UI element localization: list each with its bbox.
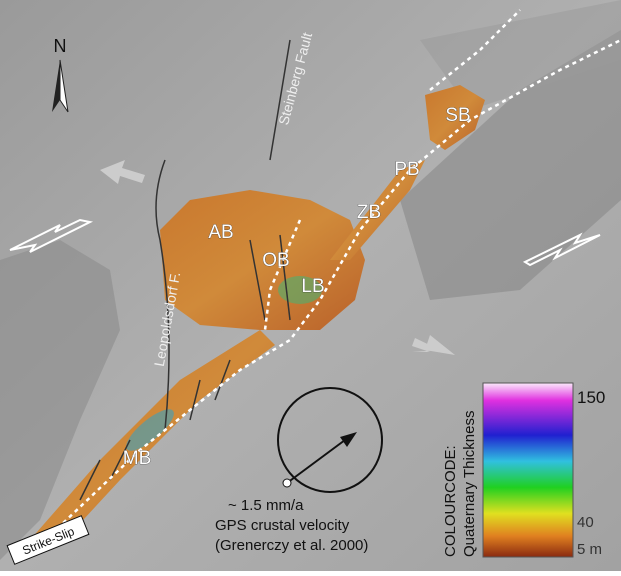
colorbar-label: 40 (577, 514, 594, 531)
colorbar-label: 150 (577, 388, 605, 407)
basin-label: MB (123, 448, 152, 469)
gps-label: GPS crustal velocity (215, 517, 350, 534)
basin-label: AB (208, 222, 233, 243)
colorbar (483, 383, 573, 557)
basin-label: LB (301, 276, 324, 297)
basin-label: ZB (357, 202, 381, 223)
map: N ~ 1.5 mm/a GPS crustal velocity (Grene… (0, 0, 621, 571)
basin-label: SB (445, 105, 470, 126)
gps-station (283, 479, 291, 487)
colorbar-subtitle: Quaternary Thickness (461, 411, 478, 557)
colorbar-title: COLOURCODE: (442, 445, 459, 557)
basin-label: PB (394, 159, 419, 180)
gps-source: (Grenerczy et al. 2000) (215, 537, 368, 554)
north-label: N (54, 36, 67, 56)
colorbar-label: 5 m (577, 541, 602, 558)
basin-label: OB (262, 250, 289, 271)
gps-rate: ~ 1.5 mm/a (228, 497, 304, 514)
